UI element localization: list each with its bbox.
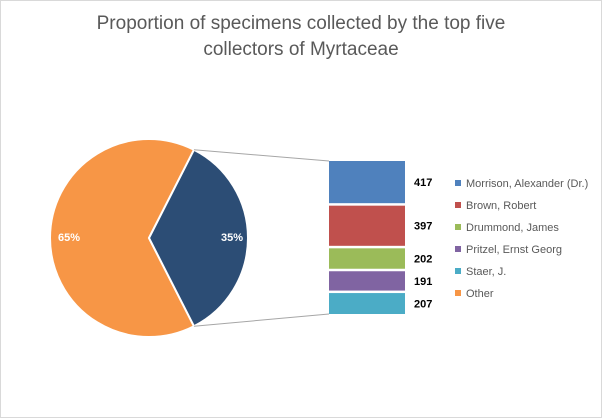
data-label: 417 (414, 177, 432, 189)
chart-title: Proportion of specimens collected by the… (96, 13, 506, 60)
data-label: 202 (414, 253, 432, 265)
pie-slice (147, 148, 249, 328)
connector (193, 149, 330, 162)
legend-marker (455, 246, 461, 252)
legend-label: Pritzel, Ernst Georg (466, 244, 562, 256)
legend-label: Morrison, Alexander (Dr.) (466, 178, 588, 190)
legend-label: Brown, Robert (466, 200, 536, 212)
bar-segment (329, 248, 405, 269)
bar-segment (329, 161, 405, 204)
legend-label: Other (466, 288, 494, 300)
bar-segment (329, 271, 405, 291)
legend-marker (455, 180, 461, 186)
data-label: 191 (414, 276, 432, 288)
legend-marker (455, 268, 461, 274)
data-label: 207 (414, 298, 432, 310)
legend-label: Drummond, James (466, 222, 559, 234)
pie-label: 35% (221, 232, 243, 244)
pie-label: 65% (58, 232, 80, 244)
legend-label: Staer, J. (466, 266, 506, 278)
bar-segment (329, 293, 405, 314)
data-label: 397 (414, 221, 432, 233)
legend-marker (455, 290, 461, 296)
legend-marker (455, 224, 461, 230)
bar-segment (329, 205, 405, 246)
legend-marker (455, 202, 461, 208)
connector (193, 313, 330, 327)
pie-slice (49, 138, 196, 338)
